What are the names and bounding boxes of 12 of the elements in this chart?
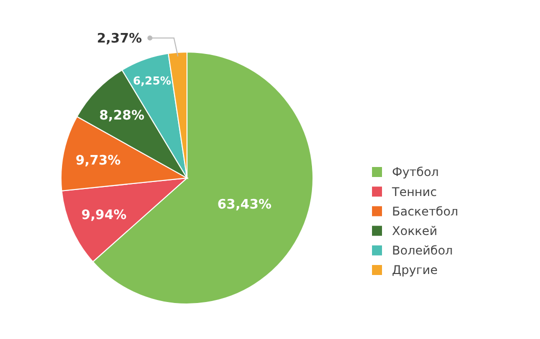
legend-label: Баскетбол xyxy=(392,204,458,218)
legend-label: Футбол xyxy=(392,165,439,180)
data-label: 2,37% xyxy=(96,32,142,47)
legend-label: Хоккей xyxy=(392,224,438,238)
legend-label: Другие xyxy=(392,263,438,278)
data-label: 8,28% xyxy=(99,108,144,124)
data-label: 9,73% xyxy=(76,153,121,168)
data-label: 63,43% xyxy=(217,197,272,212)
legend-label: Волейбол xyxy=(392,244,453,258)
data-label: 9,94% xyxy=(81,208,127,224)
data-label: 6,25% xyxy=(132,74,172,88)
legend-label: Теннис xyxy=(391,184,437,199)
